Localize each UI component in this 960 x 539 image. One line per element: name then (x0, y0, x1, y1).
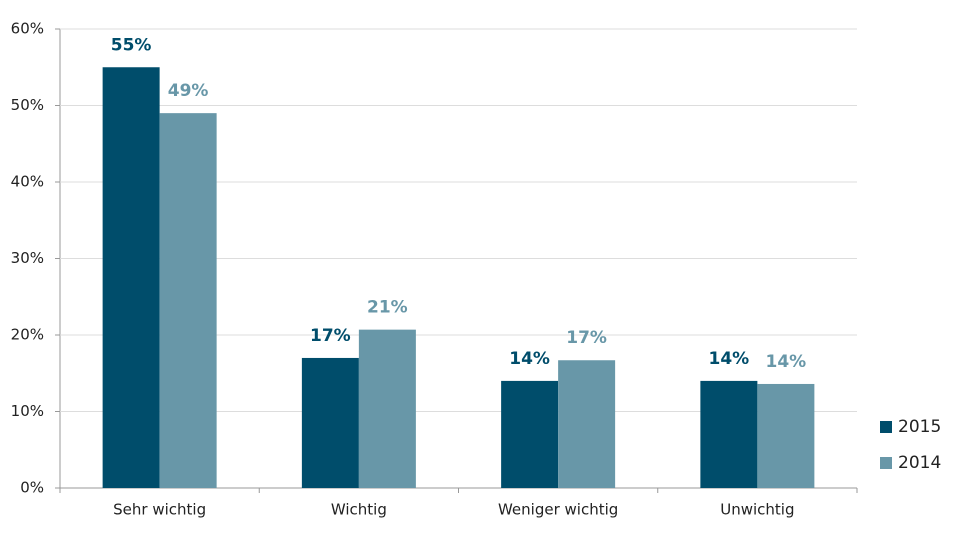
value-label: 17% (310, 326, 351, 346)
value-label: 14% (766, 352, 807, 372)
bar (102, 67, 160, 488)
bar (159, 113, 217, 489)
y-tick-label: 30% (11, 249, 44, 267)
bar (501, 380, 559, 488)
value-label: 14% (709, 349, 750, 369)
y-tick-label: 50% (11, 96, 44, 114)
value-label: 55% (111, 35, 152, 55)
legend-swatch (880, 457, 892, 469)
value-label: 14% (509, 349, 550, 369)
y-tick-label: 40% (11, 173, 44, 191)
legend-swatch (880, 421, 892, 433)
legend-label: 2015 (898, 417, 941, 437)
y-tick-label: 60% (11, 20, 44, 38)
legend-label: 2014 (898, 453, 941, 473)
y-tick-label: 10% (11, 402, 44, 420)
value-label: 49% (168, 81, 209, 101)
bar (358, 329, 416, 488)
x-tick-label: Weniger wichtig (498, 501, 618, 519)
value-label: 17% (566, 328, 607, 348)
x-tick-label: Unwichtig (720, 501, 794, 519)
bar (757, 383, 815, 488)
value-label: 21% (367, 298, 408, 318)
bar (558, 360, 616, 488)
y-tick-label: 20% (11, 326, 44, 344)
y-tick-label: 0% (20, 479, 44, 497)
x-tick-label: Sehr wichtig (113, 501, 206, 519)
x-tick-label: Wichtig (331, 501, 387, 519)
bar (700, 380, 758, 488)
bar (301, 357, 359, 488)
